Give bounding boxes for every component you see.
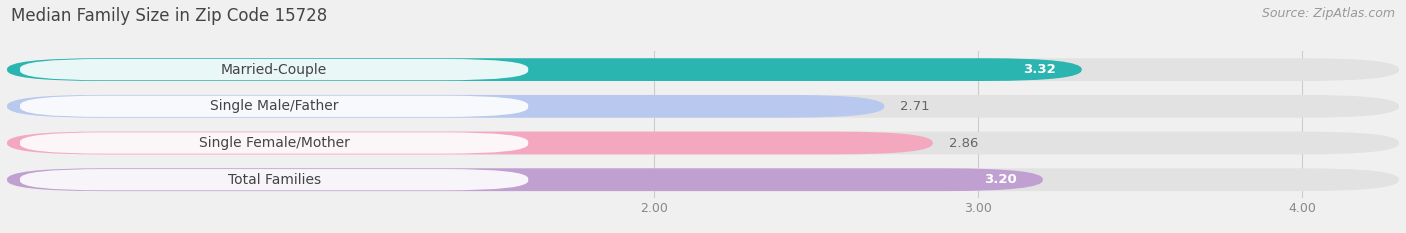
- Text: 3.20: 3.20: [984, 173, 1017, 186]
- Text: Source: ZipAtlas.com: Source: ZipAtlas.com: [1261, 7, 1395, 20]
- Text: Single Male/Father: Single Male/Father: [209, 99, 339, 113]
- Text: 2.86: 2.86: [949, 137, 979, 150]
- FancyBboxPatch shape: [7, 132, 932, 154]
- Text: 3.32: 3.32: [1024, 63, 1056, 76]
- FancyBboxPatch shape: [20, 59, 529, 80]
- FancyBboxPatch shape: [20, 169, 529, 190]
- Text: 2.71: 2.71: [900, 100, 931, 113]
- FancyBboxPatch shape: [7, 58, 1399, 81]
- FancyBboxPatch shape: [7, 95, 884, 118]
- FancyBboxPatch shape: [20, 132, 529, 154]
- FancyBboxPatch shape: [20, 96, 529, 117]
- FancyBboxPatch shape: [7, 132, 1399, 154]
- FancyBboxPatch shape: [7, 168, 1043, 191]
- Text: Median Family Size in Zip Code 15728: Median Family Size in Zip Code 15728: [11, 7, 328, 25]
- FancyBboxPatch shape: [7, 168, 1399, 191]
- Text: Married-Couple: Married-Couple: [221, 63, 328, 77]
- FancyBboxPatch shape: [7, 95, 1399, 118]
- FancyBboxPatch shape: [7, 58, 1081, 81]
- Text: Single Female/Mother: Single Female/Mother: [198, 136, 350, 150]
- Text: Total Families: Total Families: [228, 173, 321, 187]
